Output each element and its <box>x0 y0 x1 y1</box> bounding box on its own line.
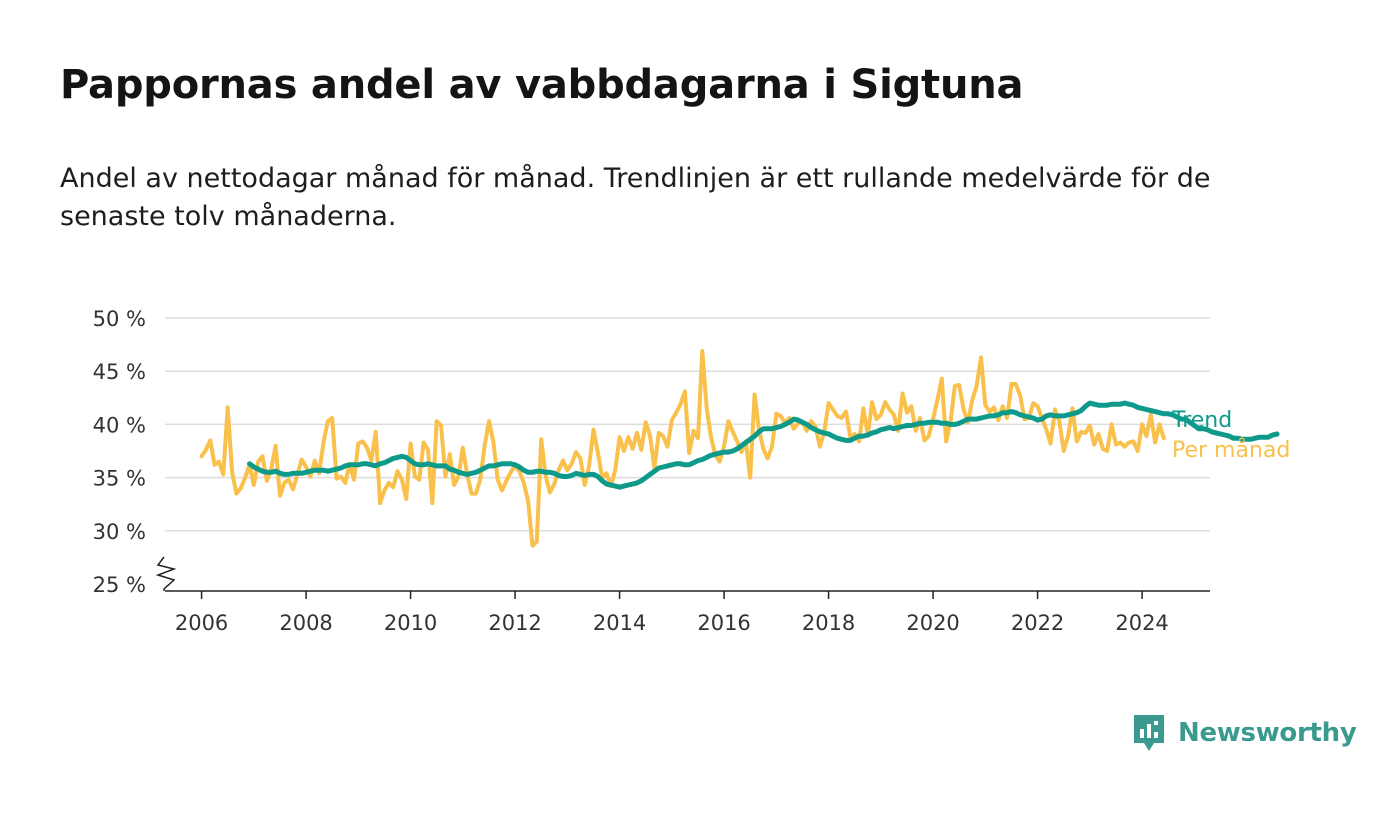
y-axis: 25 % 30 % 35 % 40 % 45 % 50 % <box>93 307 146 597</box>
x-tick-label: 2016 <box>697 611 750 635</box>
x-tick-label: 2012 <box>488 611 541 635</box>
y-tick-label: 25 % <box>93 573 146 597</box>
y-tick-label: 50 % <box>93 307 146 331</box>
series-line-per-manad <box>199 349 1166 548</box>
x-axis: 2006 2008 2010 2012 2014 2016 2018 2020 2022 2024 <box>155 556 1210 635</box>
series-label-per-manad: Per månad <box>1172 437 1290 463</box>
chart-title: Pappornas andel av vabbdagarna i Sigtuna <box>60 62 1024 108</box>
axis-break-icon <box>155 556 177 591</box>
x-tick-label: 2018 <box>802 611 855 635</box>
y-tick-label: 35 % <box>93 467 146 491</box>
chart-subtitle: Andel av nettodagar månad för månad. Tre… <box>60 163 1211 232</box>
x-tick-label: 2024 <box>1115 611 1168 635</box>
series-lines <box>199 349 1280 548</box>
y-tick-label: 45 % <box>93 360 146 384</box>
x-tick-label: 2022 <box>1011 611 1064 635</box>
series-label-trend: Trend <box>1171 408 1232 433</box>
newsworthy-logo[interactable]: Newsworthy <box>1132 712 1357 754</box>
y-tick-label: 30 % <box>93 520 146 544</box>
x-tick-label: 2010 <box>384 611 437 635</box>
x-tick-label: 2014 <box>593 611 646 635</box>
x-tick-label: 2006 <box>175 611 228 635</box>
series-labels: Trend Per månad <box>1171 408 1290 463</box>
x-tick-label: 2008 <box>279 611 332 635</box>
x-tick-label: 2020 <box>906 611 959 635</box>
y-tick-label: 40 % <box>93 413 146 437</box>
newsworthy-logo-icon <box>1134 715 1164 751</box>
series-line-trend <box>247 400 1280 490</box>
newsworthy-logo-text: Newsworthy <box>1178 718 1357 748</box>
